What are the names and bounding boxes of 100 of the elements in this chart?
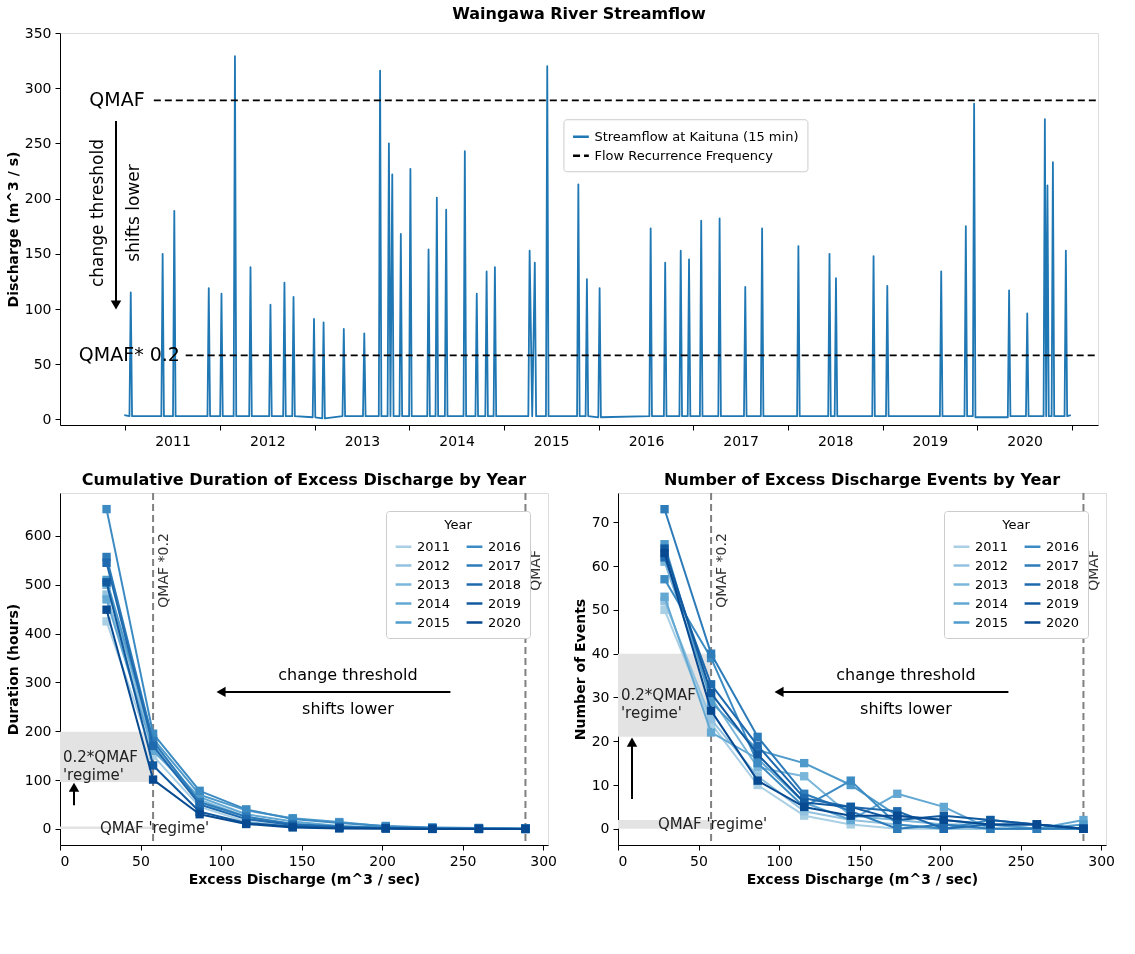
legend-label: 2018 bbox=[1046, 576, 1080, 592]
point bbox=[800, 772, 809, 781]
legend-label: 2012 bbox=[975, 557, 1009, 573]
x-tick-label: 2014 bbox=[439, 432, 475, 449]
y-tick-label: 60 bbox=[591, 557, 610, 574]
x-tick-label: 2012 bbox=[250, 432, 286, 449]
y-tick-label: 0 bbox=[42, 820, 52, 837]
legend-label: 2018 bbox=[488, 576, 522, 592]
band-label: QMAF 'regime' bbox=[658, 815, 768, 834]
legend-title: Year bbox=[443, 517, 473, 532]
legend-label: 2019 bbox=[1046, 595, 1080, 611]
x-tick-label: 2011 bbox=[155, 432, 191, 449]
x-tick-label: 2013 bbox=[344, 432, 381, 449]
legend-label: 2016 bbox=[488, 538, 522, 554]
legend-label: 2011 bbox=[975, 538, 1009, 554]
x-tick-label: 150 bbox=[846, 852, 874, 869]
point bbox=[102, 558, 111, 567]
point bbox=[706, 706, 716, 715]
legend-label: Flow Recurrence Frequency bbox=[594, 147, 774, 163]
x-tick-label: 150 bbox=[288, 852, 316, 869]
chart-title: Number of Excess Discharge Events by Year bbox=[663, 470, 1061, 489]
point bbox=[753, 758, 762, 768]
y-tick-label: 40 bbox=[591, 645, 610, 662]
point bbox=[102, 605, 111, 614]
x-tick-label: 200 bbox=[927, 852, 954, 869]
x-tick-label: 300 bbox=[530, 852, 558, 869]
x-tick-label: 250 bbox=[449, 852, 477, 869]
legend-label: 2016 bbox=[1046, 538, 1080, 554]
legend-label: 2015 bbox=[975, 614, 1009, 630]
legend-title: Year bbox=[1001, 517, 1031, 532]
y-tick-label: 500 bbox=[24, 576, 52, 593]
legend-label: 2019 bbox=[488, 595, 522, 611]
point bbox=[753, 741, 762, 750]
y-axis-title: Duration (hours) bbox=[4, 603, 21, 736]
point bbox=[706, 728, 716, 737]
y-tick-label: 350 bbox=[24, 24, 52, 41]
point bbox=[660, 505, 669, 514]
x-tick-label: 2019 bbox=[912, 432, 949, 449]
y-tick-label: 10 bbox=[591, 776, 610, 793]
band-label: QMAF 'regime' bbox=[100, 818, 210, 837]
legend-label: 2020 bbox=[1046, 614, 1080, 630]
y-tick-label: 600 bbox=[24, 527, 52, 544]
y-tick-label: 100 bbox=[24, 771, 52, 788]
point bbox=[753, 750, 762, 759]
point bbox=[660, 575, 669, 584]
legend-label: Streamflow at Kaituna (15 min) bbox=[594, 128, 799, 144]
y-tick-label: 50 bbox=[591, 601, 610, 618]
point bbox=[753, 776, 762, 785]
band-label: 0.2*QMAF 'regime' bbox=[63, 747, 138, 784]
y-tick-label: 300 bbox=[24, 673, 52, 690]
y-tick-label: 0 bbox=[42, 410, 52, 427]
chart-title: Cumulative Duration of Excess Discharge by Year bbox=[81, 470, 527, 489]
legend-label: 2013 bbox=[417, 576, 451, 592]
point bbox=[753, 732, 762, 742]
x-tick-label: 0 bbox=[60, 852, 70, 869]
point bbox=[939, 802, 948, 812]
x-tick-label: 2020 bbox=[1007, 432, 1043, 449]
legend-label: 2014 bbox=[417, 595, 451, 611]
point bbox=[148, 775, 158, 784]
ref-line-label: QMAF *0.2 bbox=[155, 533, 172, 608]
x-tick-label: 100 bbox=[766, 852, 793, 869]
x-axis-title: Excess Discharge (m^3 / sec) bbox=[746, 870, 979, 887]
legend-label: 2012 bbox=[417, 557, 451, 573]
legend-label: 2013 bbox=[975, 576, 1009, 592]
legend-label: 2017 bbox=[488, 557, 522, 573]
annotation: change threshold shifts lower bbox=[836, 664, 976, 718]
point bbox=[893, 789, 902, 798]
x-tick-label: 2017 bbox=[723, 432, 759, 449]
y-axis-title: Number of Events bbox=[571, 598, 588, 741]
x-tick-label: 100 bbox=[208, 852, 235, 869]
legend-label: 2011 bbox=[417, 538, 451, 554]
x-tick-label: 300 bbox=[1088, 852, 1116, 869]
band-label: 0.2*QMAF 'regime' bbox=[621, 686, 696, 723]
x-tick-label: 50 bbox=[690, 852, 708, 869]
annotation: QMAF bbox=[89, 88, 145, 111]
x-tick-label: 50 bbox=[132, 852, 150, 869]
y-tick-label: 70 bbox=[591, 513, 610, 530]
x-tick-label: 200 bbox=[369, 852, 396, 869]
y-tick-label: 50 bbox=[33, 355, 52, 372]
ref-line-label: QMAF *0.2 bbox=[713, 533, 730, 608]
point bbox=[800, 758, 809, 768]
y-tick-label: 300 bbox=[24, 79, 52, 96]
point bbox=[660, 592, 669, 601]
point bbox=[706, 649, 716, 658]
legend-label: 2014 bbox=[975, 595, 1009, 611]
point bbox=[846, 776, 855, 785]
legend-label: 2015 bbox=[417, 614, 451, 630]
legend-label: 2017 bbox=[1046, 557, 1080, 573]
y-tick-label: 400 bbox=[24, 625, 52, 642]
annotation: change threshold shifts lower bbox=[278, 664, 418, 718]
chart-title: Waingawa River Streamflow bbox=[452, 4, 707, 23]
x-tick-label: 250 bbox=[1007, 852, 1035, 869]
point bbox=[660, 548, 669, 558]
y-tick-label: 150 bbox=[24, 245, 52, 262]
y-tick-label: 20 bbox=[591, 732, 610, 749]
y-tick-label: 100 bbox=[24, 300, 52, 317]
y-tick-label: 30 bbox=[591, 688, 610, 705]
legend-label: 2020 bbox=[488, 614, 522, 630]
x-tick-label: 0 bbox=[618, 852, 628, 869]
y-tick-label: 0 bbox=[600, 820, 610, 837]
